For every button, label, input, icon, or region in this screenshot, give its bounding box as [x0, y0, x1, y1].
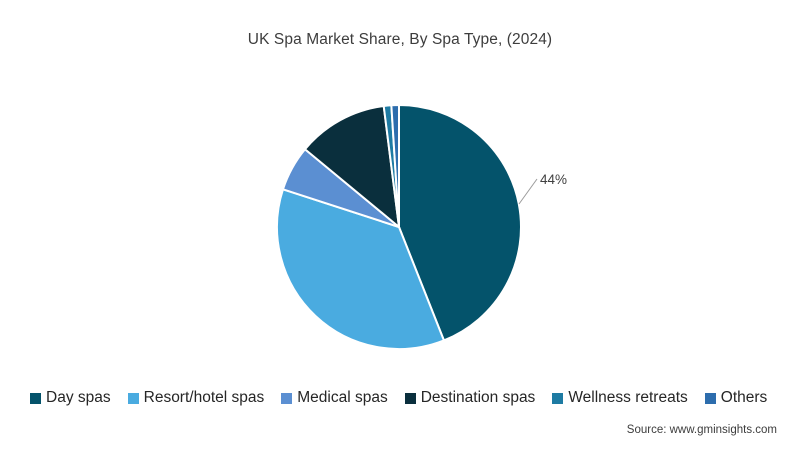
pie-slice-resort-hotel-spas — [276, 188, 445, 350]
legend-swatch-resort-hotel-spas — [127, 392, 139, 404]
pie-slice-day-spas — [398, 104, 522, 342]
legend-swatch-medical-spas — [281, 392, 293, 404]
legend-item-wellness-retreats: Wellness retreats — [552, 389, 688, 407]
legend-label-wellness-retreats: Wellness retreats — [568, 389, 688, 406]
legend-label-others: Others — [720, 389, 768, 406]
data-label-day-spas: 44% — [540, 172, 567, 187]
legend-swatch-others — [704, 392, 716, 404]
pie-slice-others — [390, 103, 400, 228]
legend-swatch-day-spas — [30, 392, 41, 404]
legend-item-day-spas: Day spas — [30, 389, 111, 407]
legend-item-medical-spas: Medical spas — [281, 389, 388, 407]
legend-swatch-destination-spas — [404, 392, 416, 404]
pie-slice-destination-spas — [304, 104, 400, 228]
legend-item-destination-spas: Destination spas — [404, 389, 536, 407]
legend-label-destination-spas: Destination spas — [420, 389, 536, 406]
source-attribution: Source: www.gminsights.com — [626, 424, 777, 436]
legend-label-resort-hotel-spas: Resort/hotel spas — [143, 389, 265, 406]
legend-swatch-wellness-retreats — [552, 392, 564, 404]
data-label-leader-line — [518, 178, 538, 205]
legend-item-others: Others — [704, 389, 768, 407]
legend-label-day-spas: Day spas — [46, 389, 111, 406]
chart-title: UK Spa Market Share, By Spa Type, (2024) — [247, 31, 553, 48]
legend-item-resort-hotel-spas: Resort/hotel spas — [127, 389, 265, 407]
legend-label-medical-spas: Medical spas — [297, 389, 388, 406]
legend: Day spas Resort/hotel spas Medical spas Des… — [30, 389, 767, 407]
